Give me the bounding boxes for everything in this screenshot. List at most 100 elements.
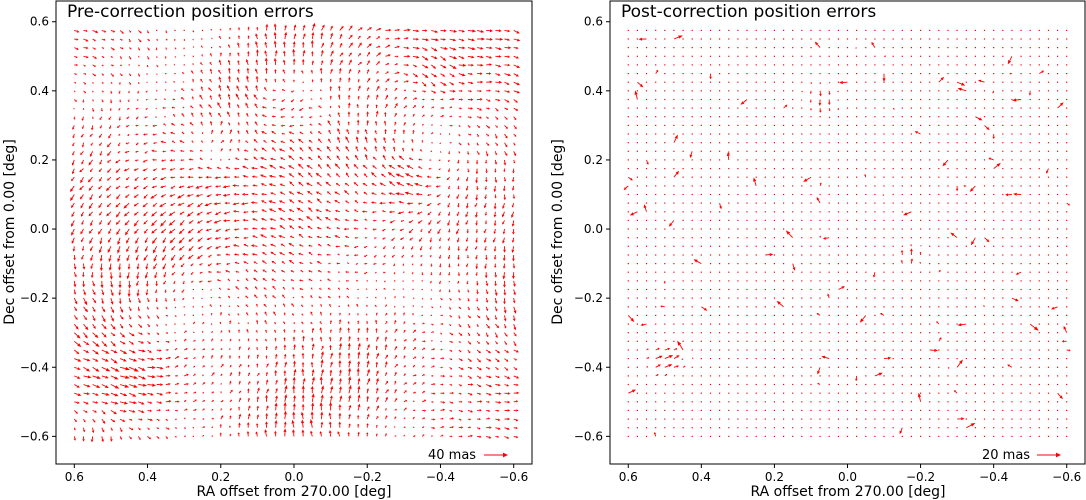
error-vector <box>1002 358 1004 360</box>
error-vector <box>319 431 323 437</box>
error-vector <box>495 366 499 370</box>
error-vector <box>275 379 278 385</box>
error-vector <box>366 296 369 299</box>
error-vector <box>1011 176 1013 178</box>
error-vector <box>792 349 794 351</box>
error-vector <box>993 116 995 118</box>
error-vector <box>1057 73 1059 75</box>
error-vector <box>274 337 277 342</box>
error-vector <box>673 98 675 101</box>
error-vector <box>865 383 867 386</box>
error-vector <box>513 332 517 337</box>
error-vector <box>901 124 903 126</box>
error-vector <box>1002 340 1004 342</box>
error-vector <box>73 332 81 339</box>
error-vector <box>1029 116 1031 118</box>
error-vector <box>773 228 775 230</box>
error-vector <box>655 133 657 135</box>
error-vector <box>421 382 425 385</box>
error-vector <box>947 340 949 342</box>
error-vector <box>828 176 830 178</box>
error-vector <box>837 29 839 31</box>
error-vector <box>110 340 116 347</box>
error-vector <box>664 124 666 126</box>
error-vector <box>929 271 931 273</box>
error-vector <box>856 392 858 394</box>
error-vector <box>682 133 684 135</box>
error-vector <box>938 202 940 204</box>
error-vector <box>856 427 858 429</box>
error-vector <box>283 344 287 351</box>
error-vector <box>874 150 876 152</box>
error-vector <box>1020 383 1022 386</box>
error-vector <box>311 343 315 351</box>
error-vector <box>983 427 986 429</box>
error-vector <box>1057 29 1059 31</box>
error-vector <box>147 375 156 379</box>
error-vector <box>901 81 903 83</box>
error-vector <box>421 365 425 368</box>
error-vector <box>1020 124 1022 126</box>
error-vector <box>255 431 258 437</box>
error-vector <box>366 337 369 342</box>
error-vector <box>247 405 251 411</box>
error-vector <box>691 168 693 170</box>
error-vector <box>202 374 204 377</box>
error-vector <box>773 73 775 75</box>
error-vector <box>901 409 903 411</box>
error-vector <box>1038 340 1040 342</box>
error-vector <box>1057 427 1059 429</box>
x-tick-label: 0.0 <box>838 470 857 484</box>
error-vector <box>965 228 967 230</box>
error-vector <box>247 322 250 325</box>
error-vector <box>412 382 417 385</box>
error-vector <box>929 193 931 196</box>
error-vector <box>837 150 839 152</box>
error-vector <box>764 176 766 178</box>
error-vector <box>138 436 141 440</box>
error-vector <box>883 90 885 92</box>
error-vector <box>846 98 849 101</box>
error-vector <box>719 47 721 49</box>
error-vector <box>974 142 976 144</box>
error-vector <box>993 288 995 291</box>
error-vector <box>321 385 324 394</box>
error-vector <box>856 202 858 204</box>
error-vector <box>291 419 295 428</box>
error-vector <box>783 358 785 360</box>
error-vector <box>174 382 180 386</box>
error-vector <box>1066 185 1068 187</box>
error-vector <box>810 124 812 126</box>
error-vector <box>965 332 967 334</box>
error-vector <box>819 340 821 342</box>
error-vector <box>856 314 858 316</box>
error-vector <box>801 358 803 360</box>
error-vector <box>255 312 258 316</box>
error-vector <box>338 412 342 420</box>
error-vector <box>719 392 721 394</box>
error-vector <box>467 340 472 345</box>
error-vector <box>1002 263 1004 265</box>
error-vector <box>192 288 194 291</box>
error-vector <box>801 38 803 40</box>
error-vector <box>746 349 748 351</box>
error-vector <box>320 421 324 428</box>
error-vector <box>910 202 912 204</box>
error-vector <box>865 280 867 282</box>
error-vector <box>901 193 903 196</box>
error-vector <box>412 338 417 342</box>
error-vector <box>965 314 967 316</box>
error-vector <box>874 142 876 144</box>
error-vector <box>283 410 287 420</box>
error-vector <box>645 116 648 118</box>
error-vector <box>645 245 648 247</box>
error-vector <box>1057 38 1059 40</box>
error-vector <box>700 288 702 291</box>
error-vector <box>728 185 730 187</box>
error-vector <box>264 338 267 342</box>
error-vector <box>801 288 803 291</box>
error-vector <box>228 295 231 299</box>
error-vector <box>792 409 794 411</box>
error-vector <box>1002 383 1004 386</box>
error-vector <box>764 358 766 360</box>
